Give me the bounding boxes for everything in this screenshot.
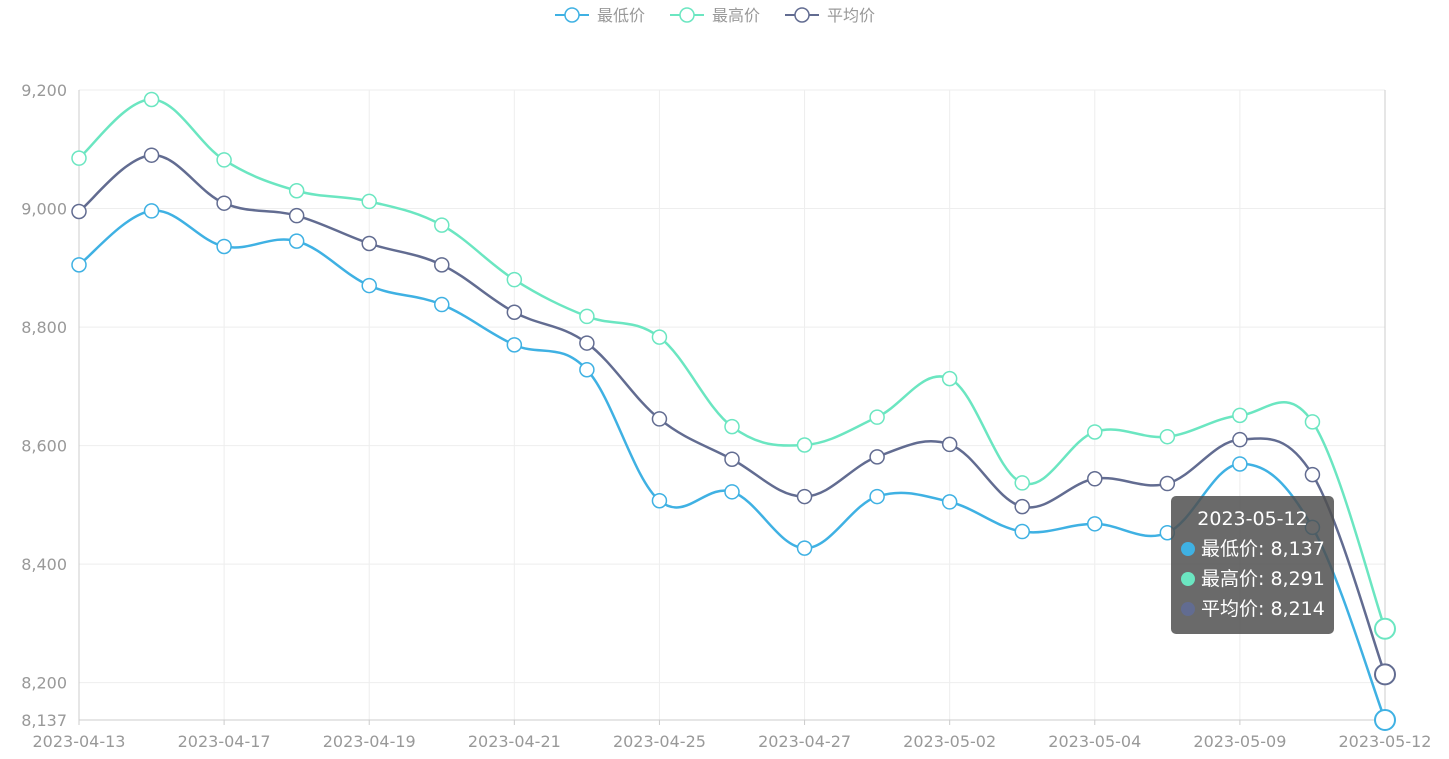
legend[interactable]: 最低价 最高价 平均价 <box>555 6 875 25</box>
data-point-max[interactable] <box>579 308 595 325</box>
data-point-avg[interactable] <box>143 147 160 163</box>
data-point-max[interactable] <box>796 437 813 453</box>
data-point-min[interactable] <box>869 488 885 505</box>
x-tick-label: 2023-04-13 <box>33 732 126 751</box>
data-point-max[interactable] <box>434 217 450 233</box>
data-point-max[interactable] <box>941 370 958 387</box>
data-point-min[interactable] <box>579 361 595 378</box>
tooltip-title: 2023-05-12 <box>1197 508 1308 530</box>
y-tick-label: 8,600 <box>21 437 67 456</box>
data-point-max[interactable] <box>724 418 740 435</box>
data-point-avg[interactable] <box>724 451 740 467</box>
x-tick-label: 2023-04-21 <box>468 732 561 751</box>
legend-label: 最低价 <box>597 6 645 25</box>
data-point-avg[interactable] <box>71 203 87 220</box>
data-point-min[interactable] <box>361 277 377 294</box>
x-tick-label: 2023-05-12 <box>1339 732 1432 751</box>
data-point-avg[interactable] <box>941 436 958 453</box>
y-tick-label: 8,800 <box>21 318 67 337</box>
data-point-min[interactable] <box>143 203 160 219</box>
data-point-avg[interactable] <box>1374 663 1396 686</box>
data-point-min[interactable] <box>651 492 668 509</box>
data-point-max[interactable] <box>1014 475 1030 491</box>
data-point-min[interactable] <box>796 540 813 556</box>
grid <box>78 89 1386 720</box>
y-tick-label: 8,400 <box>21 555 67 574</box>
tooltip-row-max: 最高价: 8,291 <box>1181 564 1325 594</box>
data-point-min[interactable] <box>724 484 740 500</box>
data-point-max[interactable] <box>1374 617 1396 640</box>
data-point-max[interactable] <box>1232 407 1248 424</box>
x-tick-label: 2023-05-09 <box>1193 732 1286 751</box>
x-tick-label: 2023-04-17 <box>178 732 271 751</box>
y-tick-label: 9,200 <box>21 81 67 100</box>
x-tick-label: 2023-04-27 <box>758 732 851 751</box>
data-point-max[interactable] <box>651 329 668 345</box>
tooltip-label-avg: 平均价: 8,214 <box>1201 598 1325 620</box>
data-point-avg[interactable] <box>1014 498 1030 515</box>
tooltip-row-avg: 平均价: 8,214 <box>1181 594 1325 624</box>
data-point-min[interactable] <box>1087 516 1103 532</box>
x-tick-label: 2023-05-02 <box>903 732 996 751</box>
data-point-avg[interactable] <box>361 235 377 252</box>
data-point-avg[interactable] <box>651 411 668 427</box>
data-point-avg[interactable] <box>434 257 450 273</box>
data-point-avg[interactable] <box>869 449 885 465</box>
data-point-min[interactable] <box>506 337 523 353</box>
axes: 8,137 8,200 8,400 8,600 8,800 9,000 9,200 2023-… <box>21 81 1431 751</box>
data-points[interactable] <box>71 91 1396 731</box>
data-point-max[interactable] <box>216 152 232 168</box>
tooltip-dot-max <box>1181 572 1195 586</box>
data-point-avg[interactable] <box>796 488 813 505</box>
tooltip-dot-min <box>1181 542 1195 556</box>
data-point-min[interactable] <box>941 494 958 510</box>
data-point-avg[interactable] <box>1304 466 1321 483</box>
legend-marker-icon <box>679 7 695 23</box>
data-point-min[interactable] <box>288 233 305 249</box>
legend-label: 最高价 <box>712 6 760 25</box>
tooltip-row-min: 最低价: 8,137 <box>1181 534 1325 564</box>
data-point-max[interactable] <box>143 91 160 108</box>
legend-item-avg[interactable]: 平均价 <box>785 6 875 25</box>
tooltip-dot-avg <box>1181 602 1195 616</box>
tooltip-label-max: 最高价: 8,291 <box>1201 568 1325 590</box>
data-point-avg[interactable] <box>1232 431 1248 448</box>
data-point-avg[interactable] <box>506 304 523 320</box>
data-point-min[interactable] <box>1014 523 1030 540</box>
x-tick-label: 2023-04-25 <box>613 732 706 751</box>
data-point-min[interactable] <box>1232 456 1248 472</box>
data-point-min[interactable] <box>434 296 450 313</box>
y-tick-label: 9,000 <box>21 200 67 219</box>
x-tick-label: 2023-05-04 <box>1048 732 1141 751</box>
x-tick-label: 2023-04-19 <box>323 732 416 751</box>
legend-item-max[interactable]: 最高价 <box>670 6 760 25</box>
data-point-max[interactable] <box>288 183 305 199</box>
legend-marker-icon <box>564 7 580 23</box>
data-point-max[interactable] <box>1304 414 1321 430</box>
legend-marker-icon <box>794 7 810 23</box>
data-point-max[interactable] <box>1087 424 1103 440</box>
data-point-avg[interactable] <box>579 335 595 351</box>
data-point-avg[interactable] <box>1087 471 1103 487</box>
data-point-max[interactable] <box>1159 428 1176 445</box>
data-point-min[interactable] <box>216 238 232 255</box>
data-point-max[interactable] <box>869 409 885 425</box>
legend-item-min[interactable]: 最低价 <box>555 6 645 25</box>
tooltip-label-min: 最低价: 8,137 <box>1201 538 1325 560</box>
data-point-max[interactable] <box>361 193 377 210</box>
legend-label: 平均价 <box>827 6 875 25</box>
data-point-max[interactable] <box>71 150 87 166</box>
data-point-avg[interactable] <box>216 195 232 211</box>
y-tick-label: 8,137 <box>21 711 67 730</box>
data-point-min[interactable] <box>71 257 87 273</box>
y-tick-label: 8,200 <box>21 674 67 693</box>
data-point-avg[interactable] <box>288 207 305 224</box>
data-point-max[interactable] <box>506 271 523 288</box>
data-point-avg[interactable] <box>1159 475 1176 492</box>
data-point-min[interactable] <box>1374 709 1396 731</box>
tooltip: 2023-05-12 最低价: 8,137 最高价: 8,291 平均价: 8,… <box>1171 496 1334 634</box>
